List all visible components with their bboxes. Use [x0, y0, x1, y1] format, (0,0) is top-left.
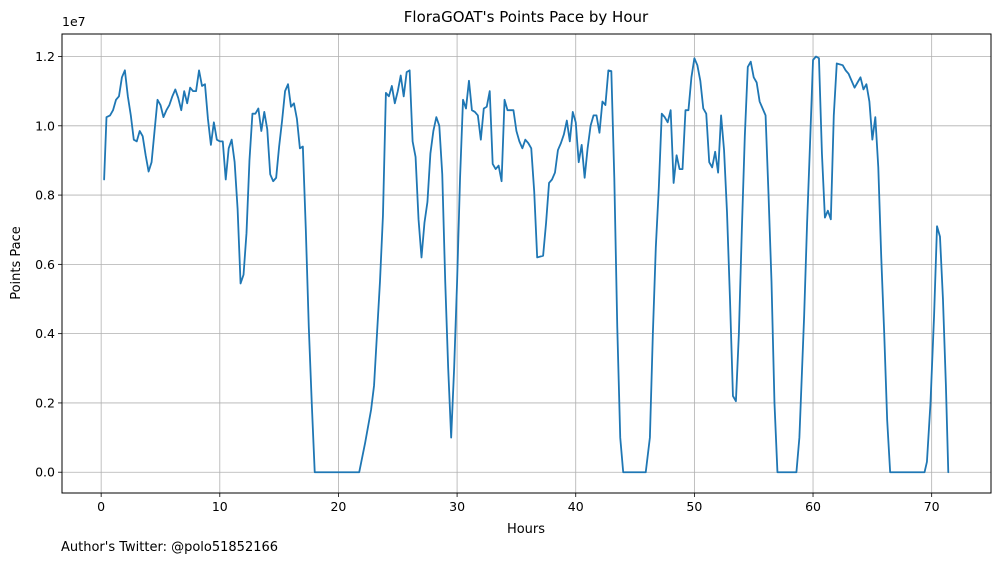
x-axis: 0 10 20 30 40 50 60 70 — [97, 493, 940, 514]
x-tick-label: 30 — [449, 499, 465, 514]
y-tick-label: 0.4 — [35, 326, 55, 341]
author-footer: Author's Twitter: @polo51852166 — [61, 540, 278, 555]
y-axis-offset-text: 1e7 — [62, 14, 86, 29]
series-line — [103, 55, 950, 474]
y-tick-label: 0.8 — [35, 188, 55, 203]
x-tick-label: 70 — [924, 499, 940, 514]
x-tick-label: 40 — [568, 499, 584, 514]
x-tick-label: 60 — [805, 499, 821, 514]
grid-lines — [62, 34, 991, 493]
y-axis: 0.0 0.2 0.4 0.6 0.8 1.0 1.2 — [35, 49, 62, 480]
x-tick-label: 20 — [330, 499, 346, 514]
y-tick-label: 0.2 — [35, 395, 55, 410]
x-axis-label: Hours — [507, 522, 545, 537]
y-tick-label: 1.2 — [35, 49, 55, 64]
x-tick-label: 50 — [686, 499, 702, 514]
y-tick-label: 0.0 — [35, 465, 55, 480]
x-tick-label: 10 — [212, 499, 228, 514]
plot-frame — [61, 33, 992, 494]
y-axis-label: Points Pace — [9, 226, 24, 300]
y-tick-label: 1.0 — [35, 118, 55, 133]
chart-title: FloraGOAT's Points Pace by Hour — [404, 8, 649, 26]
y-tick-label: 0.6 — [35, 257, 55, 272]
x-tick-label: 0 — [97, 499, 105, 514]
plot-background — [62, 34, 991, 493]
